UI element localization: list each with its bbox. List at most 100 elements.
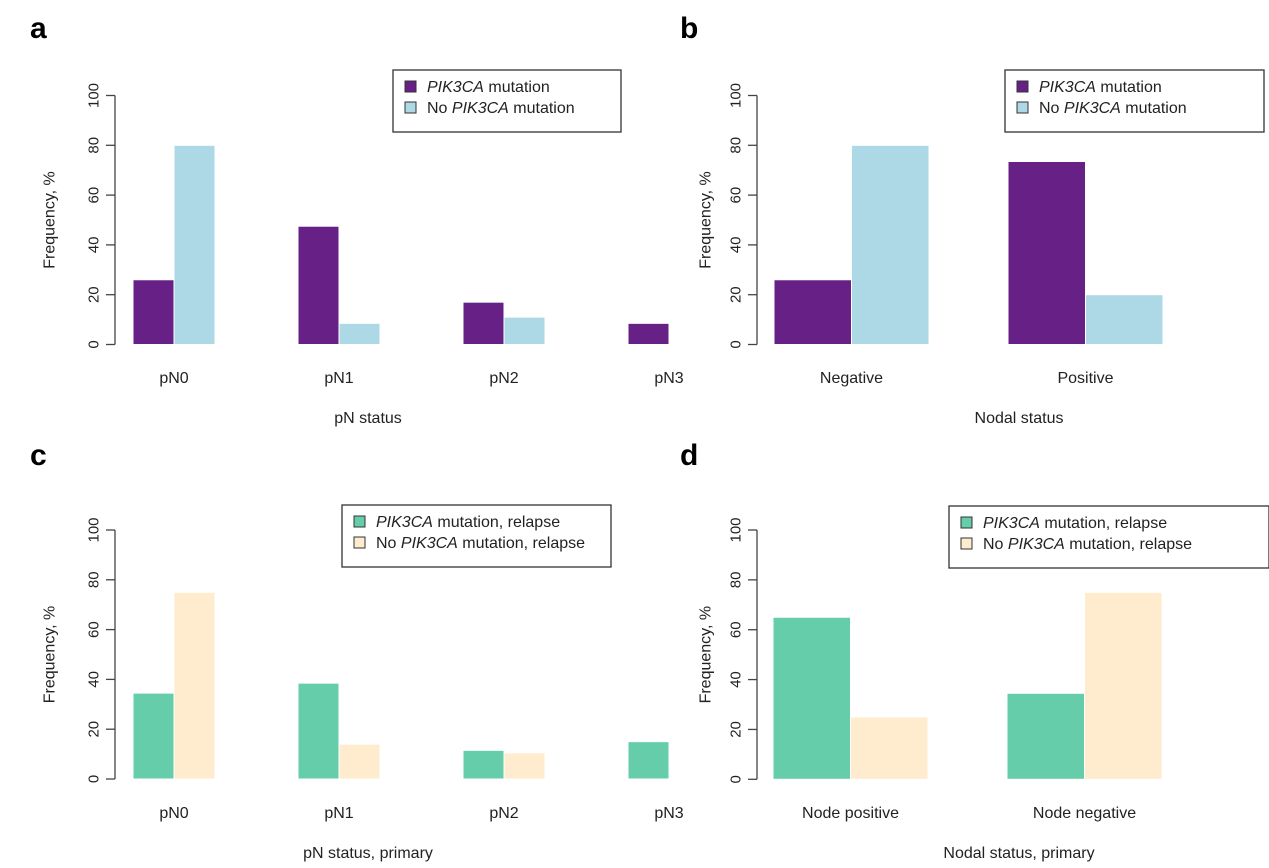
x-tick-label: Negative <box>820 370 883 387</box>
bars <box>773 144 1164 346</box>
bar-pn1-series-1 <box>338 322 381 345</box>
x-tick-label: pN0 <box>159 370 188 387</box>
legend-swatch <box>404 101 417 114</box>
legend-swatch <box>404 80 417 93</box>
y-tick-label: 40 <box>86 237 103 254</box>
bar-pn0-series-1 <box>173 591 216 780</box>
y-axis-title: Frequency, % <box>698 606 715 704</box>
y-axis-title: Frequency, % <box>42 606 59 704</box>
bar-pn3-series-0 <box>627 741 670 780</box>
y-axis: 0 20 40 60 80 100 <box>728 517 758 783</box>
y-axis: 0 20 40 60 80 100 <box>86 83 116 349</box>
legend-swatch <box>960 516 973 529</box>
legend-label: No PIK3CA mutation <box>1039 100 1187 117</box>
bar-pn2-series-0 <box>462 749 505 780</box>
bars <box>132 144 670 346</box>
bar-pn0-series-1 <box>173 144 216 345</box>
x-axis-title: pN status, primary <box>303 845 433 862</box>
x-tick-label: pN2 <box>489 805 518 822</box>
y-tick-label: 0 <box>86 340 103 348</box>
y-tick-label: 60 <box>728 621 745 638</box>
y-tick-label: 20 <box>728 286 745 303</box>
bar-node-positive-series-1 <box>850 716 929 780</box>
y-axis-title: Frequency, % <box>42 171 59 269</box>
y-tick-label: 80 <box>728 137 745 154</box>
x-axis-title: Nodal status <box>975 410 1064 427</box>
y-tick-label: 40 <box>86 671 103 688</box>
legend-label: PIK3CA mutation <box>427 79 550 96</box>
y-tick-label: 60 <box>86 187 103 204</box>
bar-node-positive-series-0 <box>772 616 851 780</box>
y-axis: 0 20 40 60 80 100 <box>86 517 116 783</box>
legend-box <box>948 505 1269 569</box>
legend-label: No PIK3CA mutation, relapse <box>983 536 1192 553</box>
y-tick-label: 60 <box>86 621 103 638</box>
panel-label: b <box>680 12 698 45</box>
bar-pn0-series-0 <box>132 279 175 346</box>
y-tick-label: 80 <box>86 571 103 588</box>
bar-positive-series-1 <box>1085 294 1164 346</box>
bar-node-negative-series-0 <box>1006 692 1085 780</box>
y-tick-label: 20 <box>728 721 745 738</box>
legend-swatch <box>1016 80 1029 93</box>
bar-pn1-series-0 <box>297 682 340 780</box>
bar-pn2-series-0 <box>462 301 505 346</box>
x-axis-title: pN status <box>334 410 402 427</box>
panel-label: d <box>680 439 698 472</box>
legend-box <box>392 69 622 133</box>
bars <box>772 591 1163 780</box>
y-tick-label: 100 <box>86 83 103 108</box>
panel-a: a 0 20 40 60 80 100 Frequency, % pN0 pN1 pN2 pN3 pN … <box>30 12 684 427</box>
bar-negative-series-0 <box>773 279 852 346</box>
legend-swatch <box>1016 101 1029 114</box>
x-tick-label: pN2 <box>489 370 518 387</box>
bar-negative-series-1 <box>851 144 930 345</box>
y-tick-label: 100 <box>728 83 745 108</box>
legend-swatch <box>960 537 973 550</box>
legend-box <box>341 504 612 568</box>
panel-label: c <box>30 439 47 472</box>
legend-label: PIK3CA mutation <box>1039 79 1162 96</box>
bar-pn2-series-1 <box>503 316 546 345</box>
legend-swatch <box>353 536 366 549</box>
bars <box>132 591 670 780</box>
legend-label: PIK3CA mutation, relapse <box>983 515 1167 532</box>
y-tick-label: 80 <box>86 137 103 154</box>
x-tick-label: Node negative <box>1033 805 1136 822</box>
legend-box <box>1004 69 1265 133</box>
y-tick-label: 40 <box>728 237 745 254</box>
bar-pn3-series-0 <box>627 322 670 345</box>
legend-swatch <box>353 515 366 528</box>
bar-pn1-series-1 <box>338 743 381 780</box>
panel-label: a <box>30 12 47 45</box>
y-tick-label: 100 <box>728 517 745 542</box>
bar-pn1-series-0 <box>297 225 340 346</box>
y-tick-label: 20 <box>86 286 103 303</box>
x-axis-title: Nodal status, primary <box>943 845 1094 862</box>
x-tick-label: pN3 <box>654 805 683 822</box>
x-tick-label: pN0 <box>159 805 188 822</box>
panel-b: b 0 20 40 60 80 100 Frequency, % Negative Positiv… <box>680 12 1265 427</box>
legend: PIK3CA mutation No PIK3CA mutation <box>392 69 622 133</box>
x-tick-label: pN1 <box>324 370 353 387</box>
panel-d: d 0 20 40 60 80 100 Frequency, % Node positive No… <box>680 439 1269 862</box>
y-axis-title: Frequency, % <box>698 171 715 269</box>
y-tick-label: 40 <box>728 671 745 688</box>
bar-pn2-series-1 <box>503 752 546 780</box>
legend-label: No PIK3CA mutation <box>427 100 575 117</box>
y-tick-label: 0 <box>86 775 103 783</box>
y-tick-label: 60 <box>728 187 745 204</box>
y-tick-label: 80 <box>728 572 745 589</box>
y-tick-label: 20 <box>86 721 103 738</box>
bar-positive-series-0 <box>1007 160 1086 345</box>
legend-label: No PIK3CA mutation, relapse <box>376 535 585 552</box>
legend-label: PIK3CA mutation, relapse <box>376 514 560 531</box>
y-tick-label: 0 <box>728 340 745 348</box>
x-tick-label: Positive <box>1057 370 1113 387</box>
panel-c: c 0 20 40 60 80 100 Frequency, % pN0 pN1 pN2 pN3 pN … <box>30 439 684 862</box>
legend: PIK3CA mutation, relapse No PIK3CA mutati… <box>948 505 1269 569</box>
bar-pn0-series-0 <box>132 692 175 780</box>
legend: PIK3CA mutation No PIK3CA mutation <box>1004 69 1265 133</box>
y-tick-label: 100 <box>86 517 103 542</box>
